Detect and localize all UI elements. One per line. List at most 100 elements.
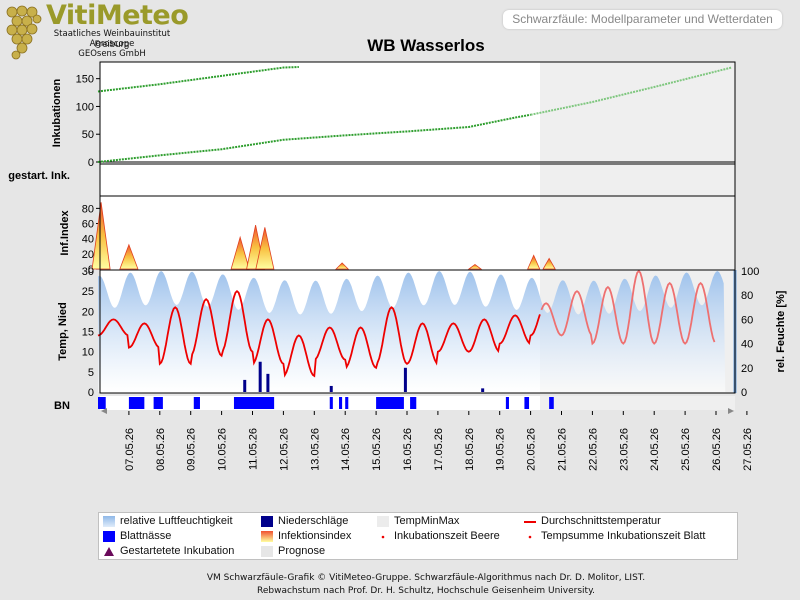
y2-tick-label: 0 (741, 387, 747, 399)
leaf-wetness-bar (193, 397, 200, 409)
precipitation-bar (266, 373, 270, 392)
infection-peak (542, 257, 556, 270)
forecast-shade (540, 396, 735, 410)
leaf-wetness-bar (98, 397, 106, 409)
leaf-wetness-bar (376, 397, 404, 409)
y-tick-label: 30 (82, 266, 94, 278)
x-tick-label: 27.05.26 (742, 428, 754, 471)
infection-peak (255, 227, 275, 270)
x-tick-label: 22.05.26 (587, 428, 599, 471)
forecast-shade (540, 196, 735, 270)
x-tick-label: 07.05.26 (124, 428, 136, 471)
tab-label: Schwarzfäule: Modellparameter und Wetter… (512, 12, 773, 26)
y2-tick-label: 20 (741, 363, 753, 375)
y-axis-label: BN (54, 400, 70, 412)
x-tick-label: 11.05.26 (248, 428, 260, 470)
x-tick-label: 21.05.26 (557, 428, 569, 471)
precipitation-bar (481, 388, 485, 392)
infection-peak (119, 243, 139, 270)
x-tick-label: 23.05.26 (618, 428, 630, 471)
y2-tick-label: 100 (741, 266, 759, 278)
x-tick-label: 09.05.26 (186, 428, 198, 471)
leaf-wetness-bar (549, 397, 554, 409)
x-tick-label: 16.05.26 (402, 428, 414, 471)
leaf-wetness-bar (329, 397, 333, 409)
panel-border (99, 269, 736, 394)
x-tick-label: 14.05.26 (340, 428, 352, 471)
x-tick-label: 20.05.26 (526, 428, 538, 471)
precipitation-bar (329, 385, 333, 392)
y-tick-label: 5 (88, 367, 94, 379)
y-tick-label: 20 (82, 249, 94, 261)
y-tick-label: 0 (88, 264, 94, 276)
leaf-wetness-bar (233, 397, 275, 409)
x-tick-label: 13.05.26 (309, 428, 321, 471)
logo-line-agroscope: Agroscope (89, 39, 135, 49)
leaf-wetness-bar (153, 397, 163, 409)
tab-model-parameters[interactable]: Schwarzfäule: Modellparameter und Wetter… (503, 10, 782, 29)
y2-tick-label: 80 (741, 290, 753, 302)
y-tick-label: 0 (88, 387, 94, 399)
y-tick-label: 20 (82, 306, 94, 318)
y-axis-label: Inf.Index (59, 210, 71, 256)
footer-copyright: VM Schwarzfäule-Grafik © VitiMeteo-Grupp… (206, 573, 646, 583)
y-axis-label: gestart. Ink. (8, 170, 70, 182)
y-tick-label: 50 (82, 129, 94, 141)
scroll-right-icon (728, 408, 734, 414)
scroll-left-icon (101, 408, 107, 414)
incubation-series-0 (97, 66, 299, 93)
leaf-wetness-bar (345, 397, 349, 409)
y2-tick-label: 40 (741, 339, 753, 351)
x-tick-label: 19.05.26 (495, 428, 507, 471)
y-tick-label: 60 (82, 219, 94, 231)
leaf-wetness-bar (524, 397, 530, 409)
infection-peak (527, 254, 541, 270)
legend: relative Luftfeuchtigkeit Niederschläge … (98, 512, 738, 560)
x-tick-label: 17.05.26 (433, 428, 445, 471)
logo-line-institute: Staatliches Weinbauinstitut Freiburg (53, 29, 171, 50)
x-tick-label: 25.05.26 (680, 428, 692, 471)
precipitation-bar (243, 379, 247, 392)
y-tick-label: 25 (82, 286, 94, 298)
leaf-wetness-bar (339, 397, 343, 409)
infection-peak (335, 262, 350, 270)
temperature-line (97, 289, 541, 378)
leaf-wetness-bar (410, 397, 417, 409)
grape-logo-icon (6, 5, 42, 60)
footer-credits: Rebwachstum nach Prof. Dr. H. Schultz, H… (257, 586, 595, 596)
infection-peak (230, 235, 250, 270)
y2-tick-label: 60 (741, 314, 753, 326)
x-tick-label: 18.05.26 (464, 428, 476, 471)
y2-axis-label: rel. Feuchte [%] (775, 290, 787, 372)
x-tick-label: 26.05.26 (711, 428, 723, 471)
infection-peak (467, 263, 483, 270)
leaf-wetness-bar (505, 397, 509, 409)
x-tick-label: 08.05.26 (155, 428, 167, 471)
y-axis-label: Inkubationen (51, 79, 63, 148)
logo-text: VitiMeteo (46, 0, 189, 31)
y-tick-label: 0 (88, 157, 94, 169)
forecast-shade (540, 62, 735, 164)
incubation-series-forecast-1 (530, 66, 732, 116)
infection-peak (91, 202, 111, 270)
x-tick-label: 24.05.26 (649, 428, 661, 471)
temperature-forecast-line (540, 269, 716, 346)
y-tick-label: 150 (76, 74, 94, 86)
logo-line-geosens: GEOsens GmbH (78, 49, 146, 59)
forecast-shade (540, 164, 735, 196)
y-tick-label: 10 (82, 347, 94, 359)
x-tick-label: 15.05.26 (371, 428, 383, 471)
precipitation-bar (258, 361, 262, 392)
x-tick-label: 12.05.26 (278, 428, 290, 471)
y-tick-label: 100 (76, 101, 94, 113)
incubation-series-1 (97, 113, 531, 163)
y-tick-label: 80 (82, 203, 94, 215)
leaf-wetness-bar (128, 397, 145, 409)
chart-title: WB Wasserlos (367, 36, 485, 55)
y-tick-label: 15 (82, 327, 94, 339)
y-tick-label: 40 (82, 234, 94, 246)
precipitation-bar (403, 367, 407, 392)
x-tick-label: 10.05.26 (217, 428, 229, 471)
